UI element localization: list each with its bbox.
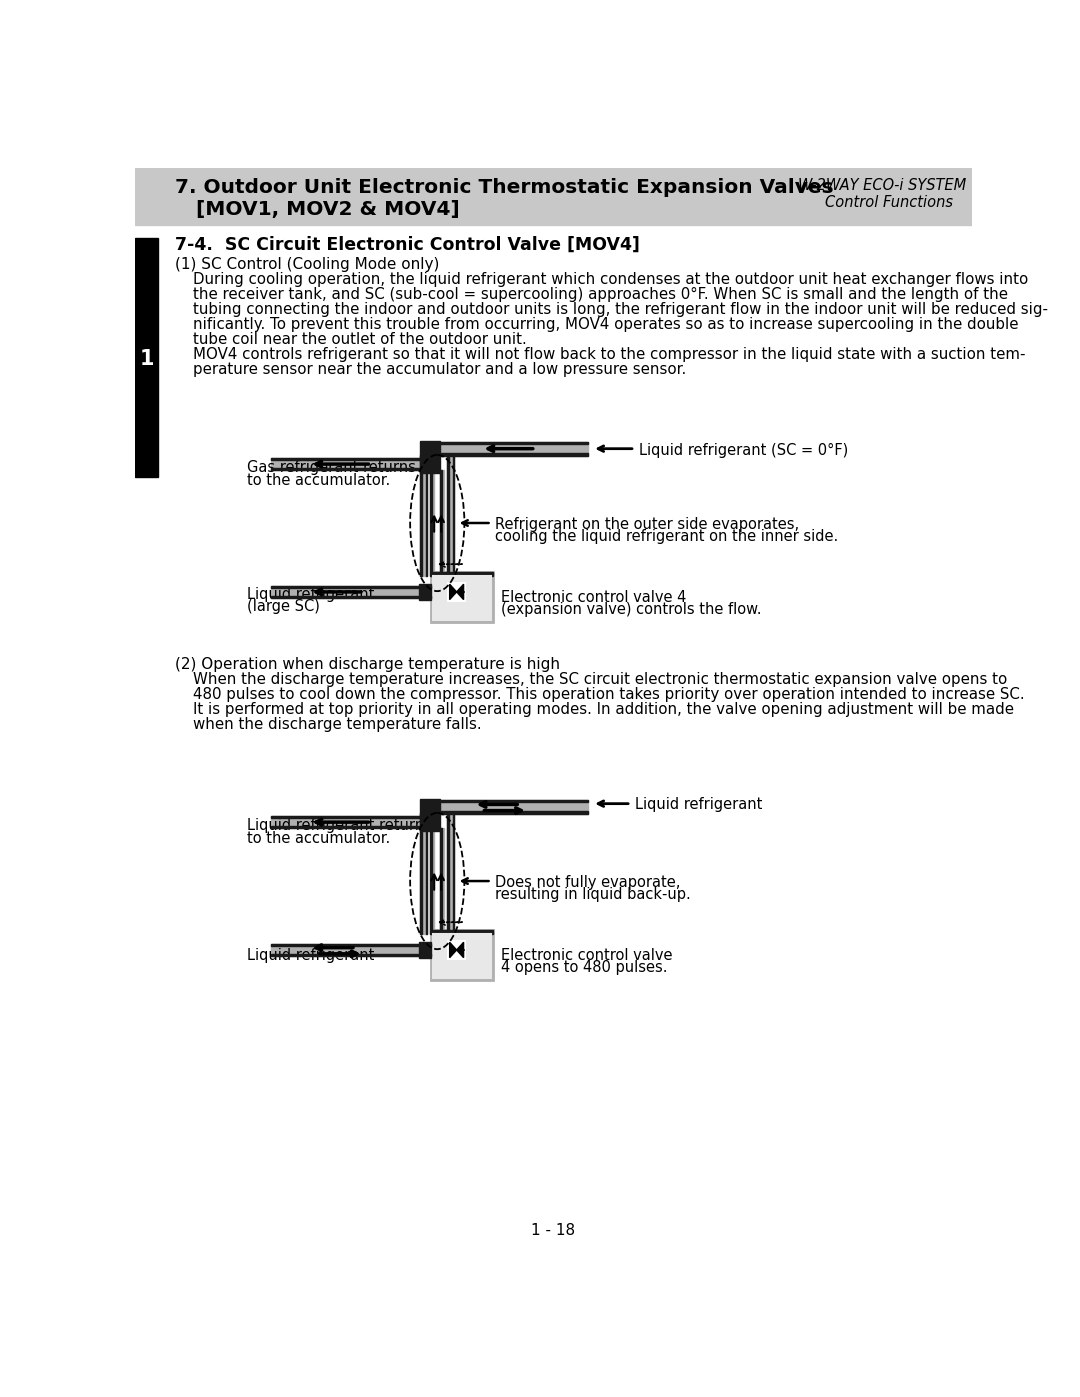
Bar bbox=[453, 455, 455, 576]
Text: Liquid refrigerant returns: Liquid refrigerant returns bbox=[247, 819, 432, 833]
Bar bbox=[271, 458, 420, 460]
Bar bbox=[271, 826, 420, 828]
Text: resulting in liquid back-up.: resulting in liquid back-up. bbox=[496, 887, 691, 902]
Text: to the accumulator.: to the accumulator. bbox=[247, 831, 391, 845]
Bar bbox=[426, 813, 428, 933]
Text: During cooling operation, the liquid refrigerant which condenses at the outdoor : During cooling operation, the liquid ref… bbox=[193, 272, 1028, 288]
Text: (1) SC Control (Cooling Mode only): (1) SC Control (Cooling Mode only) bbox=[175, 257, 440, 272]
Text: Liquid refrigerant: Liquid refrigerant bbox=[247, 947, 375, 963]
Text: to the accumulator.: to the accumulator. bbox=[247, 472, 391, 488]
Bar bbox=[135, 239, 159, 478]
Bar bbox=[271, 944, 431, 956]
Text: perature sensor near the accumulator and a low pressure sensor.: perature sensor near the accumulator and… bbox=[193, 362, 687, 377]
Bar bbox=[420, 441, 441, 474]
Text: [MOV1, MOV2 & MOV4]: [MOV1, MOV2 & MOV4] bbox=[175, 200, 460, 219]
Polygon shape bbox=[449, 584, 457, 599]
Bar bbox=[435, 812, 589, 813]
Text: 1 - 18: 1 - 18 bbox=[531, 1222, 576, 1238]
Bar bbox=[271, 458, 420, 471]
Text: when the discharge temperature falls.: when the discharge temperature falls. bbox=[193, 717, 482, 732]
Text: the receiver tank, and SC (sub-cool = supercooling) approaches 0°F. When SC is s: the receiver tank, and SC (sub-cool = su… bbox=[193, 288, 1008, 302]
Bar bbox=[447, 455, 455, 576]
Bar bbox=[431, 930, 494, 933]
Bar bbox=[271, 468, 420, 471]
Text: 7-4.  SC Circuit Electronic Control Valve [MOV4]: 7-4. SC Circuit Electronic Control Valve… bbox=[175, 236, 640, 253]
Bar bbox=[447, 455, 449, 576]
Bar bbox=[430, 828, 434, 933]
Bar bbox=[430, 471, 434, 576]
Text: It is performed at top priority in all operating modes. In addition, the valve o: It is performed at top priority in all o… bbox=[193, 703, 1014, 717]
Bar bbox=[441, 471, 442, 576]
Text: Liquid refrigerant: Liquid refrigerant bbox=[247, 587, 375, 602]
Bar bbox=[271, 595, 431, 598]
Bar bbox=[271, 954, 431, 956]
Bar bbox=[453, 813, 455, 933]
Text: Liquid refrigerant (SC = 0°F): Liquid refrigerant (SC = 0°F) bbox=[638, 443, 848, 458]
Bar bbox=[135, 168, 972, 225]
Bar bbox=[433, 933, 490, 978]
Bar bbox=[430, 828, 432, 933]
Bar bbox=[431, 571, 494, 576]
Bar bbox=[447, 813, 455, 933]
Text: (expansion valve) controls the flow.: (expansion valve) controls the flow. bbox=[501, 602, 761, 617]
Bar bbox=[431, 930, 494, 979]
Bar bbox=[426, 455, 428, 576]
Text: Gas refrigerant returns: Gas refrigerant returns bbox=[247, 460, 416, 475]
Bar bbox=[435, 800, 589, 802]
Text: 1: 1 bbox=[139, 349, 153, 369]
Bar bbox=[435, 800, 589, 813]
Bar bbox=[448, 583, 465, 601]
Text: (large SC): (large SC) bbox=[247, 599, 321, 613]
Text: Refrigerant on the outer side evaporates,: Refrigerant on the outer side evaporates… bbox=[496, 517, 799, 532]
Text: Electronic control valve: Electronic control valve bbox=[501, 947, 672, 963]
Text: Does not fully evaporate,: Does not fully evaporate, bbox=[496, 875, 680, 890]
Text: When the discharge temperature increases, the SC circuit electronic thermostatic: When the discharge temperature increases… bbox=[193, 672, 1008, 687]
Bar bbox=[271, 585, 431, 588]
Text: W-2WAY ECO-i SYSTEM: W-2WAY ECO-i SYSTEM bbox=[798, 177, 966, 193]
Bar bbox=[420, 813, 428, 933]
Bar bbox=[271, 585, 431, 598]
Bar bbox=[419, 942, 431, 958]
Polygon shape bbox=[457, 942, 463, 958]
Bar bbox=[435, 441, 589, 455]
Bar bbox=[420, 455, 428, 576]
Text: Electronic control valve 4: Electronic control valve 4 bbox=[501, 590, 686, 605]
Bar bbox=[433, 576, 490, 620]
Bar bbox=[420, 813, 422, 933]
Text: Liquid refrigerant: Liquid refrigerant bbox=[635, 798, 762, 813]
Text: 7. Outdoor Unit Electronic Thermostatic Expansion Valves: 7. Outdoor Unit Electronic Thermostatic … bbox=[175, 179, 834, 197]
Text: cooling the liquid refrigerant on the inner side.: cooling the liquid refrigerant on the in… bbox=[496, 529, 839, 545]
Bar bbox=[435, 441, 589, 444]
Bar bbox=[271, 944, 431, 946]
Bar bbox=[420, 799, 441, 831]
Bar bbox=[419, 584, 431, 599]
Text: MOV4 controls refrigerant so that it will not flow back to the compressor in the: MOV4 controls refrigerant so that it wil… bbox=[193, 348, 1026, 362]
Bar bbox=[271, 816, 420, 828]
Bar bbox=[431, 571, 494, 622]
Text: 4 opens to 480 pulses.: 4 opens to 480 pulses. bbox=[501, 960, 667, 975]
Bar bbox=[271, 816, 420, 819]
Text: tubing connecting the indoor and outdoor units is long, the refrigerant flow in : tubing connecting the indoor and outdoor… bbox=[193, 302, 1048, 317]
Bar bbox=[435, 453, 589, 455]
Polygon shape bbox=[457, 584, 463, 599]
Text: tube coil near the outlet of the outdoor unit.: tube coil near the outlet of the outdoor… bbox=[193, 332, 527, 348]
Bar bbox=[430, 471, 432, 576]
Text: nificantly. To prevent this trouble from occurring, MOV4 operates so as to incre: nificantly. To prevent this trouble from… bbox=[193, 317, 1018, 332]
Bar bbox=[441, 471, 444, 576]
Bar bbox=[420, 455, 422, 576]
Bar bbox=[441, 828, 442, 933]
Text: (2) Operation when discharge temperature is high: (2) Operation when discharge temperature… bbox=[175, 657, 561, 672]
Bar bbox=[441, 828, 444, 933]
Text: 480 pulses to cool down the compressor. This operation takes priority over opera: 480 pulses to cool down the compressor. … bbox=[193, 687, 1025, 703]
Polygon shape bbox=[449, 942, 457, 958]
Bar bbox=[447, 813, 449, 933]
Text: Control Functions: Control Functions bbox=[825, 194, 953, 210]
Bar bbox=[448, 940, 465, 960]
